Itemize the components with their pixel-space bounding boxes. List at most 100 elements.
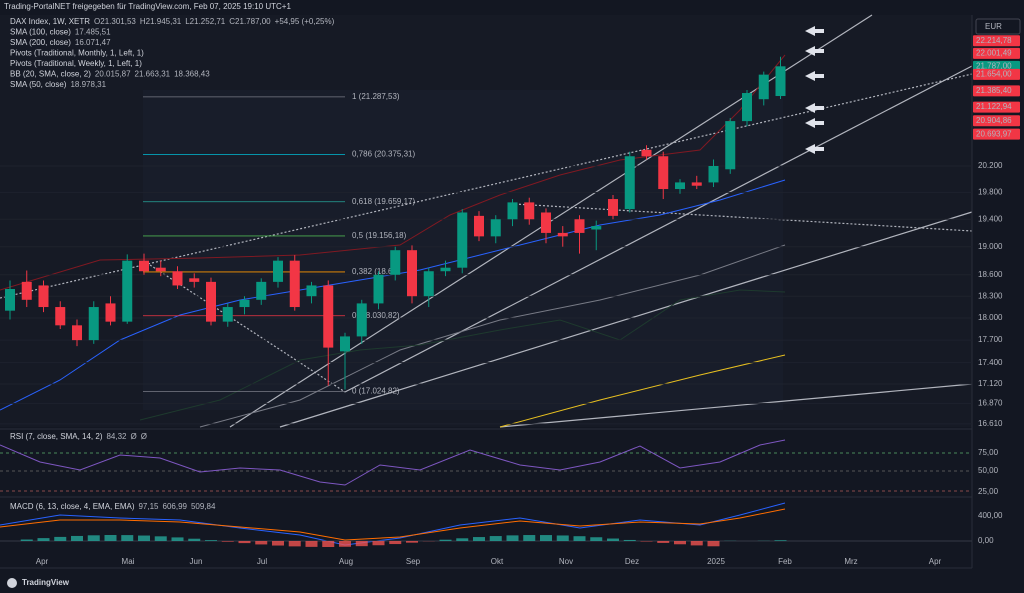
x-tick-label: Mai bbox=[122, 557, 135, 566]
macd-hist bbox=[238, 541, 251, 544]
candle-body bbox=[273, 260, 283, 282]
candle-body bbox=[490, 219, 501, 237]
legend-value: +54,95 (+0,25%) bbox=[275, 17, 335, 26]
macd-hist bbox=[674, 541, 686, 545]
legend-value: C21.787,00 bbox=[229, 17, 271, 26]
macd-hist bbox=[774, 540, 787, 541]
macd-tick-label: 0,00 bbox=[978, 536, 994, 545]
fib-label: 0,5 (19.156,18) bbox=[352, 231, 407, 240]
macd-hist bbox=[556, 535, 569, 541]
x-tick-label: Sep bbox=[406, 557, 421, 566]
price-tag bbox=[973, 101, 1020, 113]
rsi-value: Ø bbox=[131, 432, 137, 441]
macd-hist bbox=[154, 536, 167, 541]
rsi-tick-label: 50,00 bbox=[978, 466, 999, 475]
candle-body bbox=[725, 121, 736, 170]
macd-hist bbox=[355, 541, 368, 547]
macd-hist bbox=[573, 536, 586, 541]
price-tag-label: 21.385,40 bbox=[976, 86, 1012, 95]
candle-body bbox=[340, 336, 350, 352]
candle-body bbox=[155, 267, 166, 272]
rsi-value: 84,32 bbox=[106, 432, 127, 441]
candle-body bbox=[55, 307, 66, 326]
macd-hist bbox=[322, 541, 335, 547]
macd-hist bbox=[221, 541, 234, 542]
legend-value: 18.978,31 bbox=[70, 80, 106, 89]
main-pane bbox=[0, 15, 972, 427]
candle-body bbox=[289, 260, 300, 308]
candle-body bbox=[407, 250, 417, 297]
macd-hist bbox=[188, 538, 201, 541]
y-tick-label: 18.600 bbox=[978, 270, 1003, 279]
candle-body bbox=[624, 156, 635, 210]
macd-hist bbox=[690, 541, 703, 546]
bb-upper bbox=[0, 54, 786, 291]
macd-hist bbox=[389, 541, 402, 545]
x-tick-label: Mrz bbox=[844, 557, 857, 566]
candle-body bbox=[440, 267, 451, 272]
fib-label: 0,382 (18.6 bbox=[352, 267, 393, 276]
macd-hist bbox=[37, 538, 50, 541]
price-tag bbox=[973, 35, 1020, 47]
macd-hist bbox=[489, 536, 502, 541]
price-tag bbox=[973, 68, 1020, 80]
candle-body bbox=[373, 274, 384, 304]
macd-hist bbox=[138, 535, 150, 541]
macd-hist bbox=[523, 535, 536, 541]
legend-value: L21.252,71 bbox=[185, 17, 226, 26]
candle-body bbox=[775, 66, 786, 97]
price-tag-label: 21.654,00 bbox=[976, 69, 1012, 78]
price-tag-label: 22.214,78 bbox=[976, 36, 1012, 45]
candle-body bbox=[742, 93, 752, 122]
y-tick-label: 18.300 bbox=[978, 291, 1003, 300]
candle-body bbox=[591, 226, 602, 230]
candle-body bbox=[306, 285, 317, 297]
price-tag bbox=[973, 85, 1020, 97]
y-tick-label: 19.800 bbox=[978, 187, 1003, 196]
candle-body bbox=[574, 219, 585, 233]
y-tick-label: 19.000 bbox=[978, 242, 1003, 251]
rsi-line bbox=[0, 439, 786, 486]
legend-value: H21.945,31 bbox=[140, 17, 182, 26]
price-tag bbox=[973, 115, 1020, 127]
fib-label: 0,786 (20.375,31) bbox=[352, 150, 415, 159]
candle-body bbox=[256, 281, 267, 300]
x-tick-label: Dez bbox=[625, 557, 639, 566]
macd-hist bbox=[54, 536, 67, 541]
legend-name: Pivots (Traditional, Weekly, 1, Left, 1) bbox=[10, 59, 142, 68]
x-tick-label: Okt bbox=[491, 557, 504, 566]
macd-hist bbox=[607, 538, 619, 541]
currency-box[interactable] bbox=[975, 18, 1021, 35]
candle-body bbox=[758, 74, 769, 100]
x-tick-label: Feb bbox=[778, 557, 792, 566]
candle-body bbox=[608, 199, 618, 216]
top-caption: Trading-PortalNET freigegeben für Tradin… bbox=[4, 2, 291, 11]
macd-hist bbox=[339, 541, 351, 547]
x-tick-label: Nov bbox=[559, 557, 573, 566]
x-tick-label: Apr bbox=[929, 557, 942, 566]
candle-body bbox=[172, 271, 183, 286]
candle-body bbox=[189, 278, 200, 282]
legend-value: 20.015,87 bbox=[95, 70, 131, 79]
macd-hist bbox=[171, 537, 184, 541]
rsi-tick-label: 75,00 bbox=[978, 448, 999, 457]
y-tick-label: 19.400 bbox=[978, 214, 1003, 223]
legend-name: SMA (100, close) bbox=[10, 28, 71, 37]
macd-signal bbox=[0, 508, 786, 541]
candle-body bbox=[222, 307, 233, 322]
legend-value: 16.071,47 bbox=[75, 38, 111, 47]
brand-logo bbox=[7, 578, 17, 588]
legend-value: 18.368,43 bbox=[174, 70, 210, 79]
x-tick-label: Aug bbox=[339, 557, 353, 566]
arrows bbox=[805, 26, 824, 154]
rsi-tick-label: 25,00 bbox=[978, 487, 999, 496]
candle-body bbox=[658, 156, 669, 190]
price-tag bbox=[973, 128, 1020, 140]
macd-hist bbox=[20, 539, 33, 541]
x-tick-label: Apr bbox=[36, 557, 49, 566]
macd-hist bbox=[506, 535, 519, 541]
price-tag-label: 22.001,49 bbox=[976, 49, 1012, 58]
macd-hist bbox=[121, 535, 134, 541]
brand: TradingView bbox=[22, 578, 70, 587]
currency: EUR bbox=[985, 22, 1002, 31]
